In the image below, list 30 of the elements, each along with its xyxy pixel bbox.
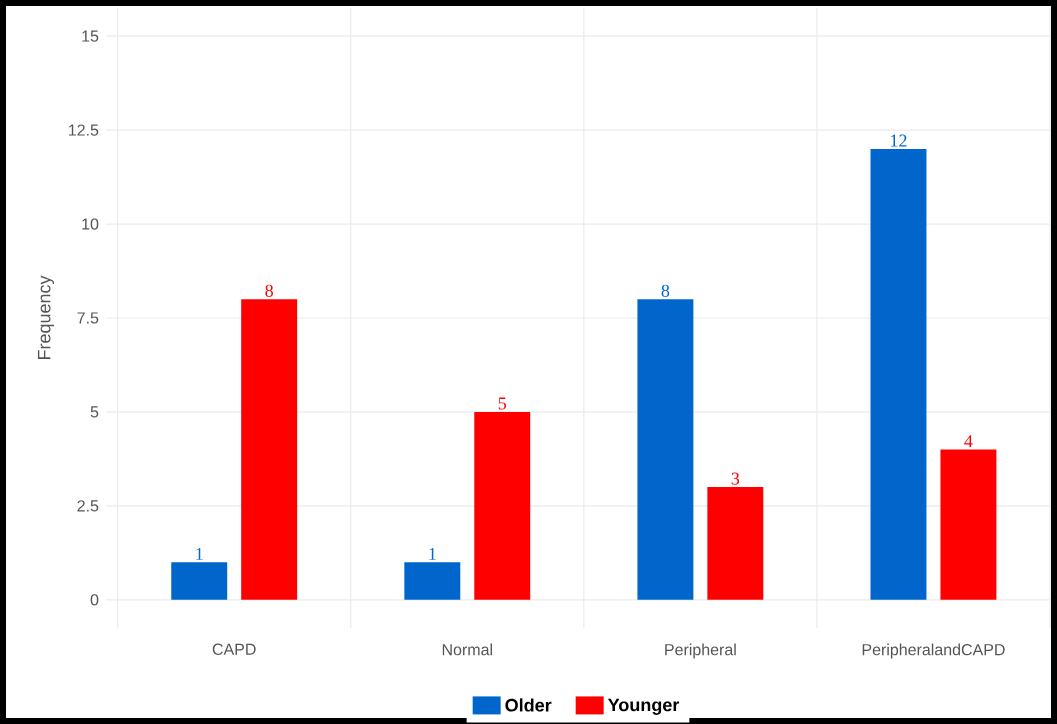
y-tick-label: 2.5 xyxy=(77,500,99,512)
bar xyxy=(404,562,461,600)
bar xyxy=(940,449,997,600)
y-tick-label: 10 xyxy=(82,218,99,230)
data-label: 3 xyxy=(731,472,740,485)
bar xyxy=(637,299,694,600)
bar xyxy=(474,411,531,600)
data-label: 1 xyxy=(429,547,436,560)
y-axis-title: Frequency xyxy=(37,275,55,360)
y-tick-label: 0 xyxy=(90,594,99,606)
x-tick-label: PeripheralandCAPD xyxy=(862,643,1005,659)
data-label: 4 xyxy=(964,435,973,448)
y-tick-label: 12.5 xyxy=(69,124,99,136)
data-label: 8 xyxy=(265,284,273,297)
data-label: 5 xyxy=(498,397,507,410)
y-tick-label: 7.5 xyxy=(77,312,99,324)
bar xyxy=(870,148,927,600)
bar xyxy=(241,299,298,600)
data-label: 8 xyxy=(661,284,670,297)
legend-label: Older xyxy=(505,698,552,712)
y-tick-label: 5 xyxy=(90,406,99,418)
data-label: 12 xyxy=(891,134,907,147)
data-label: 1 xyxy=(196,547,203,560)
x-tick-label: Peripheral xyxy=(665,643,736,659)
legend-label: Younger xyxy=(607,698,680,715)
bar xyxy=(171,562,228,600)
x-tick-label: CAPD xyxy=(212,643,256,655)
x-tick-label: Normal xyxy=(442,643,492,656)
bar xyxy=(707,487,764,600)
y-tick-label: 15 xyxy=(82,30,99,42)
